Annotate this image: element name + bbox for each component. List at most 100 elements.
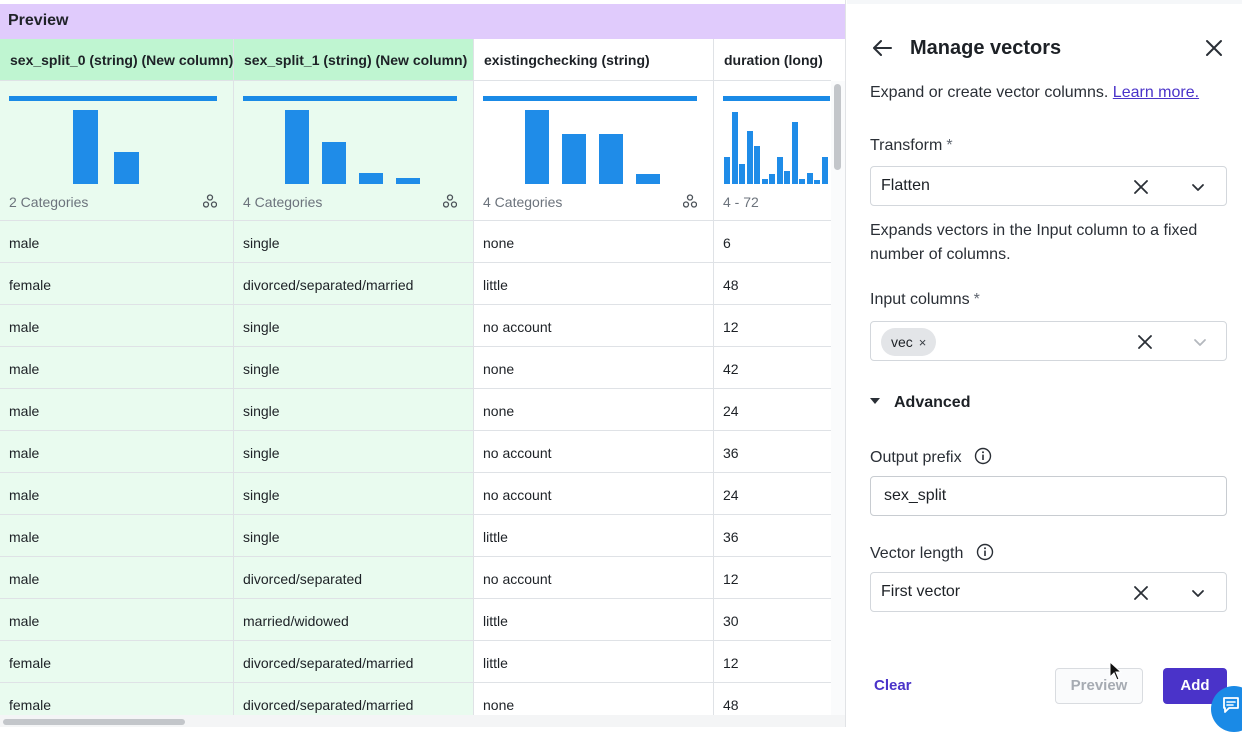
transform-select[interactable]: Flatten [870, 166, 1227, 206]
table-cell[interactable]: male [0, 557, 233, 599]
horizontal-scroll-thumb[interactable] [3, 719, 185, 725]
table-cell[interactable]: male [0, 515, 233, 557]
table-cell[interactable]: male [0, 431, 233, 473]
table-cell[interactable]: 48 [714, 683, 831, 715]
histogram-bar[interactable] [73, 110, 98, 184]
table-cell[interactable]: single [234, 515, 473, 557]
histogram-bar[interactable] [724, 157, 730, 184]
table-cell[interactable]: 24 [714, 389, 831, 431]
vertical-scroll-thumb[interactable] [834, 84, 841, 170]
table-cell[interactable]: no account [474, 557, 713, 599]
table-cell[interactable]: female [0, 683, 233, 715]
chevron-down-icon[interactable] [1189, 178, 1207, 196]
x-icon[interactable] [1131, 177, 1151, 197]
table-cell[interactable]: divorced/separated/married [234, 683, 473, 715]
column-header[interactable]: existingchecking (string) [474, 39, 713, 81]
preview-button[interactable]: Preview [1055, 668, 1143, 704]
info-icon[interactable] [976, 543, 994, 561]
table-cell[interactable]: none [474, 389, 713, 431]
x-icon[interactable] [1131, 583, 1151, 603]
table-cell[interactable]: single [234, 221, 473, 263]
histogram-bar[interactable] [769, 174, 775, 184]
output-prefix-input[interactable] [870, 476, 1227, 516]
horizontal-scrollbar[interactable] [0, 715, 845, 727]
histogram-bar[interactable] [322, 142, 346, 184]
histogram-bar[interactable] [636, 174, 660, 184]
table-cell[interactable]: 12 [714, 557, 831, 599]
table-cell[interactable]: single [234, 347, 473, 389]
learn-more-link[interactable]: Learn more. [1112, 84, 1200, 101]
close-icon[interactable] [1203, 37, 1225, 59]
table-cell[interactable]: 42 [714, 347, 831, 389]
table-cell[interactable]: divorced/separated/married [234, 263, 473, 305]
chevron-down-icon[interactable] [1191, 333, 1209, 351]
histogram-bar[interactable] [806, 173, 813, 184]
table-cell[interactable]: none [474, 683, 713, 715]
column-header[interactable]: duration (long) [714, 39, 831, 81]
table-cell[interactable]: male [0, 305, 233, 347]
table-cell[interactable]: no account [474, 473, 713, 515]
column-header[interactable]: sex_split_0 (string) (New column) [0, 39, 233, 81]
table-cell[interactable]: little [474, 263, 713, 305]
table-cell[interactable]: no account [474, 305, 713, 347]
table-cell[interactable]: single [234, 389, 473, 431]
table-cell[interactable]: male [0, 389, 233, 431]
histogram-bar[interactable] [739, 164, 745, 184]
chevron-down-icon[interactable] [1189, 584, 1207, 602]
table-cell[interactable]: single [234, 473, 473, 515]
table-cell[interactable]: none [474, 221, 713, 263]
table-cell[interactable]: divorced/separated/married [234, 641, 473, 683]
table-cell[interactable]: male [0, 473, 233, 515]
table-cell[interactable]: married/widowed [234, 599, 473, 641]
table-cell[interactable]: female [0, 641, 233, 683]
table-cell[interactable]: male [0, 221, 233, 263]
histogram-bar[interactable] [754, 146, 760, 184]
distribution-icon[interactable] [683, 194, 697, 208]
histogram-bar[interactable] [396, 178, 420, 184]
histogram-bar[interactable] [562, 134, 586, 184]
chat-button[interactable] [1211, 686, 1242, 732]
table-cell[interactable]: little [474, 599, 713, 641]
info-icon[interactable] [974, 447, 992, 465]
table-cell[interactable]: 12 [714, 641, 831, 683]
table-cell[interactable]: 36 [714, 515, 831, 557]
distribution-icon[interactable] [203, 194, 217, 208]
clear-button[interactable]: Clear [874, 677, 912, 694]
column-header[interactable]: sex_split_1 (string) (New column) [234, 39, 473, 81]
table-cell[interactable]: 12 [714, 305, 831, 347]
histogram-bar[interactable] [746, 131, 753, 184]
table-cell[interactable]: female [0, 263, 233, 305]
table-cell[interactable]: divorced/separated [234, 557, 473, 599]
table-cell[interactable]: none [474, 347, 713, 389]
histogram-bar[interactable] [776, 157, 783, 184]
advanced-toggle[interactable]: Advanced [870, 394, 970, 412]
table-cell[interactable]: no account [474, 431, 713, 473]
vertical-scrollbar[interactable] [831, 81, 845, 715]
table-cell[interactable]: 36 [714, 431, 831, 473]
input-columns-select[interactable]: vec × [870, 321, 1227, 361]
table-cell[interactable]: single [234, 305, 473, 347]
table-cell[interactable]: 6 [714, 221, 831, 263]
histogram-bar[interactable] [814, 180, 820, 184]
histogram-bar[interactable] [791, 122, 798, 184]
histogram-bar[interactable] [761, 179, 768, 184]
table-cell[interactable]: male [0, 599, 233, 641]
histogram-bar[interactable] [799, 179, 805, 184]
table-cell[interactable]: 48 [714, 263, 831, 305]
x-icon[interactable] [1135, 332, 1155, 352]
distribution-icon[interactable] [443, 194, 457, 208]
histogram-bar[interactable] [114, 152, 139, 184]
histogram-bar[interactable] [784, 171, 790, 184]
table-cell[interactable]: 24 [714, 473, 831, 515]
table-cell[interactable]: male [0, 347, 233, 389]
chip-remove-icon[interactable]: × [918, 335, 927, 350]
histogram-bar[interactable] [359, 173, 383, 184]
arrow-left-icon[interactable] [870, 36, 894, 60]
table-cell[interactable]: single [234, 431, 473, 473]
histogram-bar[interactable] [731, 112, 738, 184]
table-cell[interactable]: little [474, 515, 713, 557]
table-cell[interactable]: 30 [714, 599, 831, 641]
histogram-bar[interactable] [821, 157, 828, 184]
table-cell[interactable]: little [474, 641, 713, 683]
vector-length-select[interactable]: First vector [870, 572, 1227, 612]
